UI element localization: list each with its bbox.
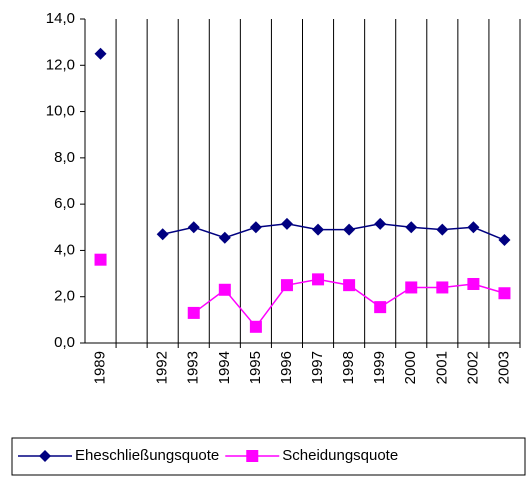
x-tick-label: 1994: [216, 351, 233, 384]
x-tick-label: 1993: [185, 351, 202, 384]
marker: [498, 287, 511, 300]
legend-label: Eheschließungsquote: [75, 447, 219, 464]
marker: [218, 231, 231, 244]
marker: [343, 279, 356, 292]
marker: [218, 283, 231, 296]
marker: [156, 228, 169, 241]
x-tick-label: 1996: [278, 351, 295, 384]
marker: [467, 277, 480, 290]
x-tick-label: 1998: [340, 351, 357, 384]
marker: [249, 221, 262, 234]
marker: [280, 279, 293, 292]
y-tick-label: 2,0: [54, 288, 75, 305]
x-tick-label: 2002: [464, 351, 481, 384]
legend-label: Scheidungsquote: [282, 447, 398, 464]
marker: [187, 306, 200, 319]
marker: [374, 301, 387, 314]
y-tick-label: 14,0: [46, 10, 75, 27]
legend-marker: [246, 450, 259, 462]
marker: [374, 217, 387, 230]
x-tick-label: 2001: [433, 351, 450, 384]
marker: [436, 281, 449, 294]
marker: [94, 47, 107, 60]
marker: [312, 273, 325, 286]
legend-box: [11, 437, 526, 476]
y-tick-label: 10,0: [46, 103, 75, 120]
marker: [280, 217, 293, 230]
x-tick-label: 1992: [154, 351, 171, 384]
x-tick-label: 1989: [92, 351, 109, 384]
y-tick-label: 0,0: [54, 334, 75, 351]
marker: [312, 223, 325, 236]
x-tick-label: 2003: [495, 351, 512, 384]
marker: [94, 253, 107, 266]
y-tick-label: 6,0: [54, 195, 75, 212]
x-tick-label: 1999: [371, 351, 388, 384]
y-tick-label: 4,0: [54, 241, 75, 258]
marker: [343, 223, 356, 236]
x-tick-label: 1995: [247, 351, 264, 384]
marker: [436, 223, 449, 236]
legend-marker: [39, 450, 51, 462]
marker: [498, 234, 511, 247]
x-tick-label: 2000: [402, 351, 419, 384]
y-tick-label: 8,0: [54, 149, 75, 166]
x-tick-label: 1997: [309, 351, 326, 384]
marker: [249, 320, 262, 333]
marker: [187, 221, 200, 234]
marker: [405, 221, 418, 234]
marker: [405, 281, 418, 294]
y-tick-label: 12,0: [46, 56, 75, 73]
marker: [467, 221, 480, 234]
